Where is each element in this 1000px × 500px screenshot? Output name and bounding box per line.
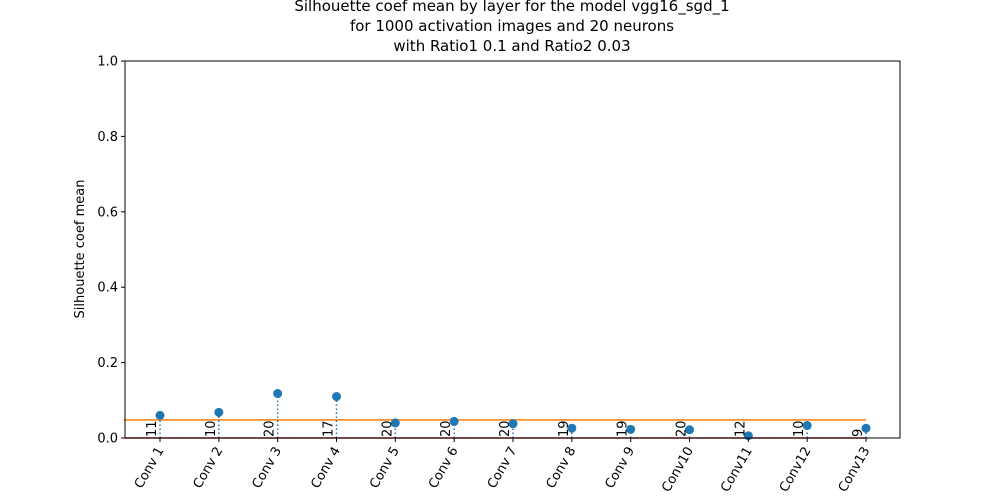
data-point	[390, 418, 400, 428]
data-point	[508, 419, 518, 429]
neuron-count-label: 11	[145, 420, 160, 437]
x-tick-label: Conv 9	[602, 445, 638, 492]
neuron-count-label: 9	[851, 429, 866, 437]
chart-title: Silhouette coef mean by layer for the mo…	[294, 0, 729, 55]
neuron-count-label: 20	[380, 420, 395, 437]
data-point	[802, 421, 812, 431]
data-point	[155, 410, 165, 420]
neuron-count-label: 19	[557, 420, 572, 437]
x-tick-label: Conv13	[836, 445, 874, 495]
neuron-count-label: 10	[204, 420, 219, 437]
neuron-count-label: 20	[439, 420, 454, 437]
x-tick-label: Conv 6	[426, 445, 462, 492]
x-tick-label: Conv10	[659, 445, 697, 495]
y-tick-label: 1.0	[97, 55, 118, 70]
axes-frame	[124, 60, 901, 439]
data-point	[273, 389, 283, 399]
title-line-2: for 1000 activation images and 20 neuron…	[350, 17, 674, 35]
x-tick-label: Conv 2	[191, 445, 227, 492]
y-tick-label: 0.0	[97, 432, 118, 447]
x-tick-label: Conv 8	[544, 445, 580, 492]
neuron-count-label: 20	[263, 420, 278, 437]
x-tick-label: Conv 3	[249, 445, 285, 492]
data-point	[567, 423, 577, 433]
x-tick-label: Conv 7	[485, 445, 521, 492]
plot-area: 0.0 0.2 0.4 0.6 0.8 1.0 11 Conv 1 10 Conv 2 20 Conv…	[97, 55, 901, 495]
x-tick-label: Conv12	[777, 445, 815, 495]
neuron-count-label: 19	[616, 420, 631, 437]
data-point	[332, 392, 341, 402]
y-tick-label: 0.8	[97, 130, 118, 145]
y-axis-label: Silhouette coef mean	[73, 180, 88, 319]
y-tick-label: 0.4	[97, 281, 118, 296]
neuron-count-label: 20	[498, 420, 513, 437]
title-line-3: with Ratio1 0.1 and Ratio2 0.03	[393, 37, 630, 55]
data-point	[861, 423, 871, 433]
title-line-1: Silhouette coef mean by layer for the mo…	[294, 0, 729, 16]
y-tick-label: 0.2	[97, 356, 118, 371]
neuron-count-label: 10	[792, 420, 807, 437]
neuron-count-label: 12	[733, 420, 748, 437]
neuron-count-label: 20	[675, 420, 690, 437]
data-point	[449, 416, 459, 426]
x-tick-label: Conv11	[718, 445, 756, 495]
neuron-count-label: 17	[322, 420, 337, 437]
x-tick-label: Conv 5	[367, 445, 403, 492]
x-tick-label: Conv 1	[132, 445, 168, 492]
y-tick-label: 0.6	[97, 205, 118, 220]
x-tick-label: Conv 4	[308, 445, 344, 492]
data-point	[685, 425, 694, 435]
data-point	[214, 407, 224, 417]
data-point	[626, 424, 636, 434]
